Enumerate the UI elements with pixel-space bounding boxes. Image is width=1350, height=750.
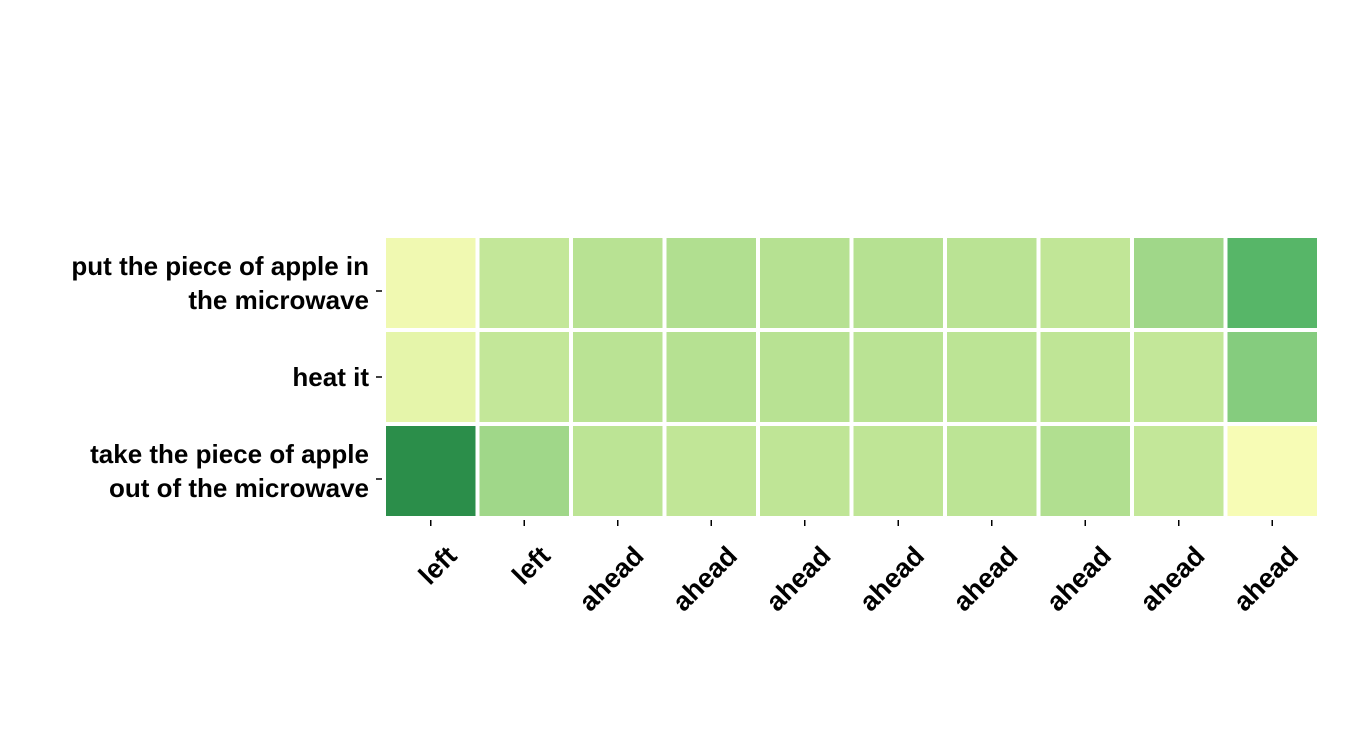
heatmap-cell [1227, 332, 1317, 422]
heatmap-cell [947, 426, 1037, 516]
x-tick-label: ahead [667, 541, 743, 617]
heatmap-cell [760, 238, 850, 328]
heatmap-cell [947, 238, 1037, 328]
heatmap-cell [386, 426, 476, 516]
heatmap-cell [479, 238, 569, 328]
heatmap-cell [1134, 426, 1224, 516]
x-tick-label: ahead [573, 541, 649, 617]
x-tick-label: ahead [854, 541, 930, 617]
y-tick-label: heat it [292, 362, 369, 392]
x-tick-label: left [413, 541, 463, 591]
heatmap-cells [386, 238, 1317, 516]
heatmap-cell [479, 332, 569, 422]
heatmap-cell [853, 426, 943, 516]
y-axis-ticks: put the piece of apple in the microwave he… [71, 251, 382, 503]
heatmap-cell [853, 332, 943, 422]
heatmap-cell [386, 332, 476, 422]
heatmap-cell [760, 332, 850, 422]
heatmap-cell [1040, 238, 1130, 328]
y-tick-label: take the piece of apple [90, 439, 369, 469]
heatmap-cell [1040, 426, 1130, 516]
heatmap-cell [666, 426, 756, 516]
heatmap-cell [573, 238, 663, 328]
x-tick-label: ahead [760, 541, 836, 617]
heatmap-cell [386, 238, 476, 328]
heatmap-cell [1040, 332, 1130, 422]
heatmap-cell [573, 332, 663, 422]
heatmap-cell [853, 238, 943, 328]
heatmap-cell [573, 426, 663, 516]
y-tick-label: out of the microwave [109, 473, 369, 503]
y-tick-label: put the piece of apple in [71, 251, 369, 281]
heatmap-cell [947, 332, 1037, 422]
heatmap-cell [1134, 332, 1224, 422]
x-tick-label: ahead [1041, 541, 1117, 617]
x-tick-label: ahead [1134, 541, 1210, 617]
x-axis-ticks: left left ahead ahead ahead ahead ahead ahead ah… [413, 520, 1304, 617]
heatmap-cell [666, 332, 756, 422]
heatmap-cell [666, 238, 756, 328]
heatmap-cell [1227, 238, 1317, 328]
heatmap-cell [1227, 426, 1317, 516]
x-tick-label: ahead [947, 541, 1023, 617]
y-tick-label: the microwave [188, 285, 369, 315]
heatmap-cell [1134, 238, 1224, 328]
heatmap-cell [479, 426, 569, 516]
heatmap-cell [760, 426, 850, 516]
x-tick-label: left [506, 541, 556, 591]
x-tick-label: ahead [1228, 541, 1304, 617]
